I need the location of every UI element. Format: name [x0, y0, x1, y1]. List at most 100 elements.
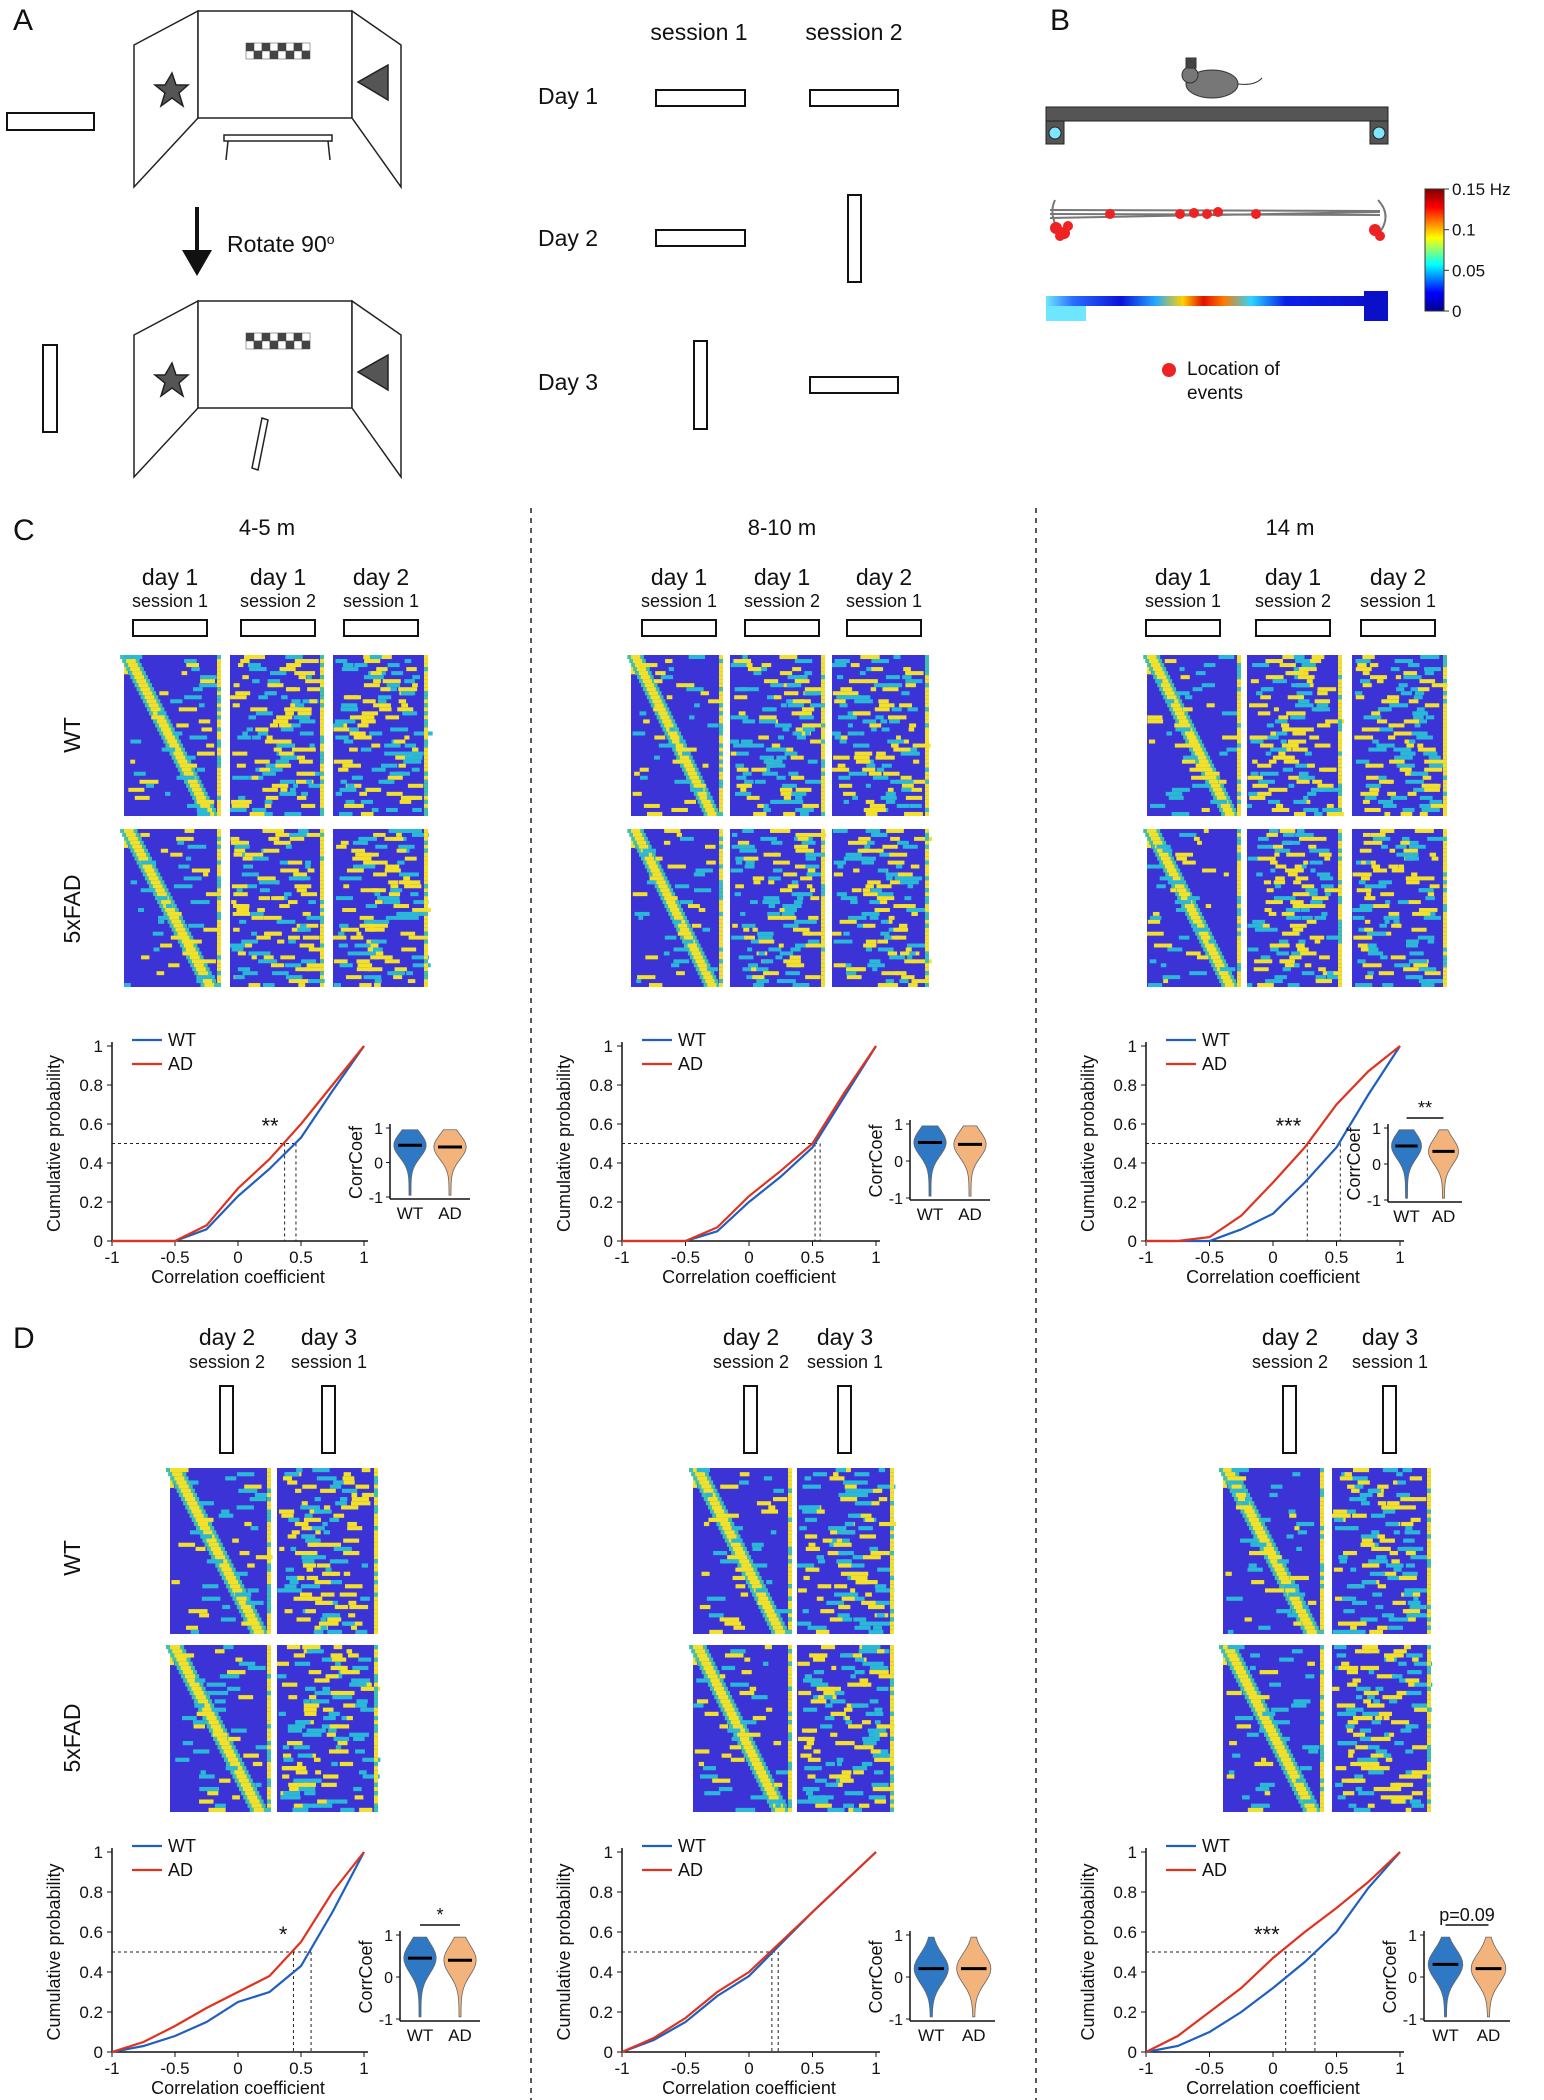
heatmap-cell — [368, 852, 379, 857]
track-light — [1372, 126, 1386, 140]
heatmap-cell — [374, 1699, 378, 1704]
heatmap-cell — [128, 787, 145, 792]
heatmap-cell — [306, 1649, 324, 1654]
heatmap-cell — [1377, 1501, 1387, 1506]
heatmap-cell — [1286, 727, 1292, 732]
heatmap-cell — [1237, 947, 1241, 952]
heatmap-cell — [368, 675, 384, 680]
heatmap-cell — [159, 691, 169, 696]
heatmap-cell — [343, 739, 354, 744]
heatmap-cell — [880, 719, 888, 724]
heatmap-cell — [210, 1724, 221, 1729]
heatmap-cell — [788, 1476, 792, 1481]
heatmap-cell — [869, 900, 880, 905]
heatmap-cell — [1320, 1678, 1324, 1683]
heatmap-cell — [699, 1657, 710, 1662]
heatmap-cell — [1298, 675, 1315, 680]
heatmap-cell — [763, 971, 779, 976]
heatmap-cell — [1298, 1791, 1309, 1796]
heatmap-cell — [1403, 967, 1421, 972]
heatmap-cell — [263, 848, 280, 853]
heatmap-cell — [1237, 908, 1241, 912]
heatmap-cell — [374, 892, 381, 897]
heatmap-cell — [744, 1657, 751, 1662]
heatmap-cell — [291, 699, 301, 704]
heatmap-cell — [1279, 663, 1296, 668]
heatmap-cell — [1292, 1472, 1301, 1477]
heatmap-cell — [701, 1661, 712, 1666]
heatmap-cell — [405, 829, 422, 833]
heatmap-cell — [878, 1674, 893, 1679]
heatmap-cell — [1376, 679, 1384, 684]
heatmap-cell — [280, 787, 288, 792]
heatmap-cell — [1384, 811, 1391, 816]
heatmap-cell — [1216, 795, 1227, 800]
heatmap-cell — [1307, 1600, 1317, 1605]
heatmap-cell — [1372, 739, 1379, 744]
heatmap-cell — [758, 719, 776, 724]
heatmap-cell — [401, 915, 419, 920]
heatmap-cell — [320, 955, 324, 960]
heatmap-cell — [165, 735, 175, 740]
heatmap-cell — [374, 1588, 378, 1593]
heatmap-cell — [660, 715, 670, 720]
heatmap-cell — [1338, 727, 1342, 732]
heatmap-cell — [1319, 848, 1330, 853]
heatmap-cell — [320, 811, 324, 816]
heatmap-cell — [1408, 739, 1416, 744]
heatmap-cell — [1376, 719, 1388, 724]
heatmap-cell — [1237, 691, 1241, 696]
heatmap-cell — [307, 868, 315, 873]
heatmap-cell — [385, 915, 402, 920]
heatmap-cell — [1160, 963, 1167, 968]
header-day: day 2 — [856, 564, 912, 590]
heatmap-cell — [756, 1770, 767, 1775]
heatmap-cell — [889, 955, 905, 960]
heatmap-cell — [719, 868, 723, 873]
heatmap-cell — [876, 1613, 885, 1618]
heatmap-cell — [896, 927, 909, 932]
heatmap-cell — [1272, 679, 1287, 684]
heatmap-cell — [890, 1770, 894, 1775]
heatmap-cell — [821, 723, 825, 728]
heatmap-cell — [339, 876, 348, 881]
checker — [285, 340, 295, 350]
heatmap-cell — [347, 951, 366, 956]
heatmap-cell — [1247, 775, 1263, 780]
heatmap-cell — [1252, 1695, 1270, 1700]
heatmap-cell — [1277, 755, 1293, 760]
header-session: session 1 — [132, 591, 208, 611]
heatmap-cell — [693, 955, 703, 960]
heatmap-cell — [758, 1596, 769, 1601]
heatmap-cell — [1260, 955, 1271, 960]
heatmap-cell — [320, 829, 324, 833]
heatmap-cell — [733, 743, 751, 748]
heatmap-cell — [251, 955, 257, 960]
heatmap-cell — [1180, 723, 1191, 728]
heatmap-cell — [821, 811, 825, 816]
heatmap-cell — [1377, 1584, 1387, 1589]
heatmap-cell — [800, 1753, 812, 1758]
heatmap-cell — [793, 927, 810, 932]
heatmap-cell — [404, 856, 417, 861]
heatmap-cell — [374, 1555, 378, 1560]
heatmap-cell — [636, 979, 642, 984]
heatmap-cell — [788, 1791, 792, 1796]
heatmap-cell — [780, 791, 796, 796]
heatmap-cell — [1237, 848, 1241, 853]
heatmap-cell — [719, 807, 723, 812]
heatmap-cell — [374, 1766, 378, 1771]
heatmap-cell — [356, 967, 373, 972]
heatmap-cell — [402, 711, 418, 716]
heatmap-cell — [781, 911, 795, 916]
heatmap-cell — [1293, 799, 1307, 804]
heatmap-cell — [1282, 931, 1292, 936]
header-day: day 2 — [353, 564, 409, 590]
heatmap-cell — [232, 911, 251, 916]
heatmap-cell — [374, 1604, 378, 1610]
heatmap-cell — [1202, 868, 1217, 873]
heatmap-cell — [1408, 959, 1428, 964]
heatmap-cell — [848, 840, 868, 845]
heatmap-cell — [1320, 1604, 1324, 1610]
heatmap-cell — [788, 1665, 792, 1671]
